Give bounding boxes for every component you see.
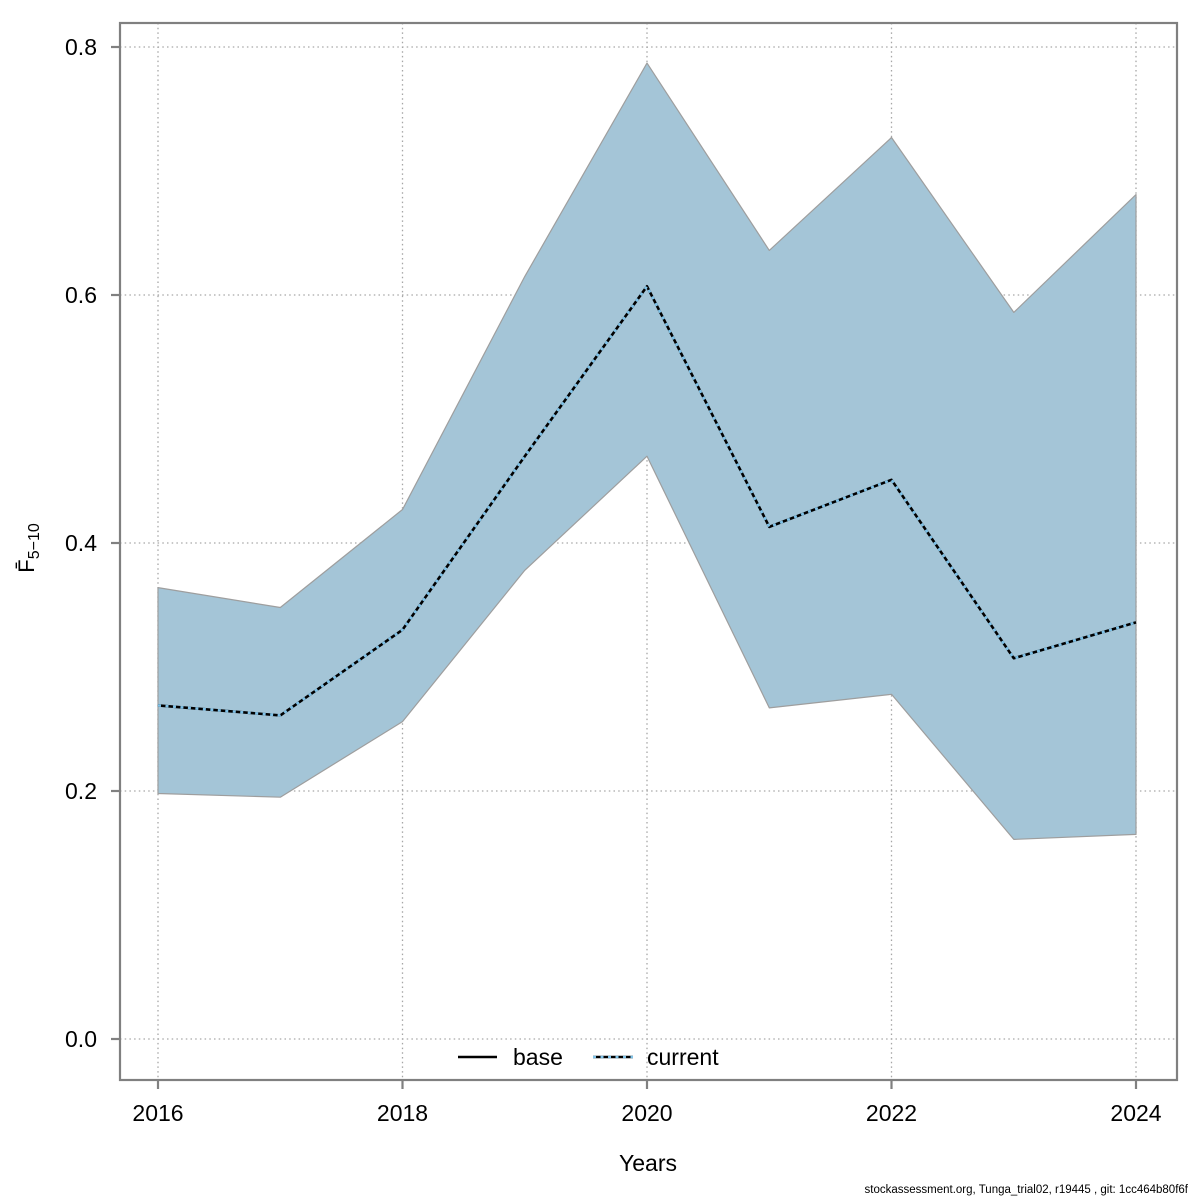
legend-base-label: base [513, 1044, 563, 1070]
x-tick-label: 2018 [377, 1100, 428, 1126]
plot-border [118, 21, 1179, 1082]
chart-generated-layer: 2016 2018 2020 2022 2024 0.0 0.2 0.4 0.6 0.8 [65, 21, 1179, 1126]
footer-attribution: stockassessment.org, Tunga_trial02, r194… [865, 1184, 1189, 1196]
axis-ticks: 2016 2018 2020 2022 2024 0.0 0.2 0.4 0.6 0.8 [65, 34, 1162, 1126]
x-tick-label: 2020 [621, 1100, 672, 1126]
x-tick-label: 2024 [1110, 1100, 1161, 1126]
y-tick-label: 0.8 [65, 34, 97, 60]
current-line [157, 284, 1137, 717]
y-tick-label: 0.6 [65, 282, 97, 308]
y-axis-title-subscript: 5−10 [26, 523, 43, 559]
x-axis-title: Years [619, 1150, 677, 1176]
y-tick-label: 0.2 [65, 778, 97, 804]
y-axis-title-main: F̄ [14, 559, 39, 572]
y-tick-label: 0.0 [65, 1026, 97, 1052]
y-axis-title: F̄5−10 [14, 523, 43, 573]
legend: base current [458, 1044, 719, 1070]
x-tick-label: 2022 [866, 1100, 917, 1126]
x-tick-label: 2016 [132, 1100, 183, 1126]
confidence-band [157, 62, 1137, 841]
legend-current-label: current [647, 1044, 719, 1070]
y-tick-label: 0.4 [65, 530, 97, 556]
